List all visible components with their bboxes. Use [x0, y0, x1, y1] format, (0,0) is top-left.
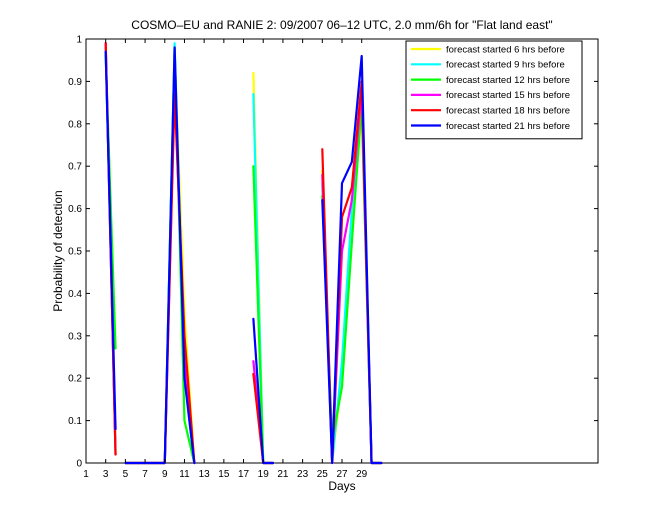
x-axis: 1 3 5 7 9 11 13 15 17 19 21 23 25 27 29: [83, 39, 368, 480]
x-tick-label: 1: [83, 469, 89, 480]
legend-item: forecast started 18 hrs before: [411, 106, 570, 117]
x-axis-label: Days: [328, 479, 355, 493]
x-tick-label: 25: [317, 469, 329, 480]
legend-label: forecast started 18 hrs before: [446, 106, 570, 117]
legend-label: forecast started 12 hrs before: [446, 75, 570, 86]
y-tick-label: 0.8: [68, 119, 82, 130]
series-6-segment-2: [124, 46, 196, 465]
y-axis: 0 0.1 0.2 0.3 0.4 0.5 0.6 0.7 0.8 0.9 1: [68, 35, 598, 470]
legend-item: forecast started 9 hrs before: [411, 60, 565, 71]
y-axis-label: Probability of detection: [51, 190, 65, 311]
y-tick-label: 0.5: [68, 247, 82, 258]
legend: forecast started 6 hrs before forecast st…: [405, 40, 583, 140]
y-tick-label: 0.4: [68, 289, 82, 300]
x-tick-label: 13: [199, 469, 211, 480]
chart-title: COSMO–EU and RANIE 2: 09/2007 06–12 UTC,…: [131, 18, 552, 32]
legend-label: forecast started 9 hrs before: [446, 60, 565, 71]
y-tick-label: 0.7: [68, 162, 82, 173]
x-tick-label: 15: [218, 469, 230, 480]
x-tick-label: 19: [258, 469, 270, 480]
x-tick-label: 23: [297, 469, 309, 480]
y-tick-label: 1: [76, 35, 82, 46]
y-tick-label: 0.1: [68, 416, 82, 427]
x-tick-label: 7: [142, 469, 148, 480]
legend-label: forecast started 6 hrs before: [446, 44, 565, 55]
x-tick-label: 3: [103, 469, 109, 480]
y-tick-label: 0.3: [68, 331, 82, 342]
legend-box: [405, 40, 583, 140]
x-tick-label: 5: [123, 469, 129, 480]
legend-item: forecast started 12 hrs before: [411, 75, 570, 86]
y-tick-label: 0.6: [68, 204, 82, 215]
legend-item: forecast started 21 hrs before: [411, 121, 570, 132]
axes: 1 3 5 7 9 11 13 15 17 19 21 23 25 27 2900.10.20.30.40.…: [68, 35, 598, 480]
x-tick-label: 29: [356, 469, 368, 480]
legend-label: forecast started 15 hrs before: [446, 90, 570, 101]
series-6-segment-4: [321, 54, 383, 465]
x-tick-label: 9: [162, 469, 168, 480]
x-tick-label: 21: [277, 469, 289, 480]
x-tick-label: 17: [238, 469, 250, 480]
legend-label: forecast started 21 hrs before: [446, 121, 570, 132]
series-6-segment-1: [104, 50, 117, 431]
x-tick-label: 27: [336, 469, 348, 480]
x-tick-label: 11: [179, 469, 190, 480]
legend-item: forecast started 6 hrs before: [411, 44, 565, 55]
y-tick-label: 0.9: [68, 77, 82, 88]
y-tick-label: 0: [76, 459, 82, 470]
legend-item: forecast started 15 hrs before: [411, 90, 570, 101]
y-tick-label: 0.2: [68, 374, 82, 385]
